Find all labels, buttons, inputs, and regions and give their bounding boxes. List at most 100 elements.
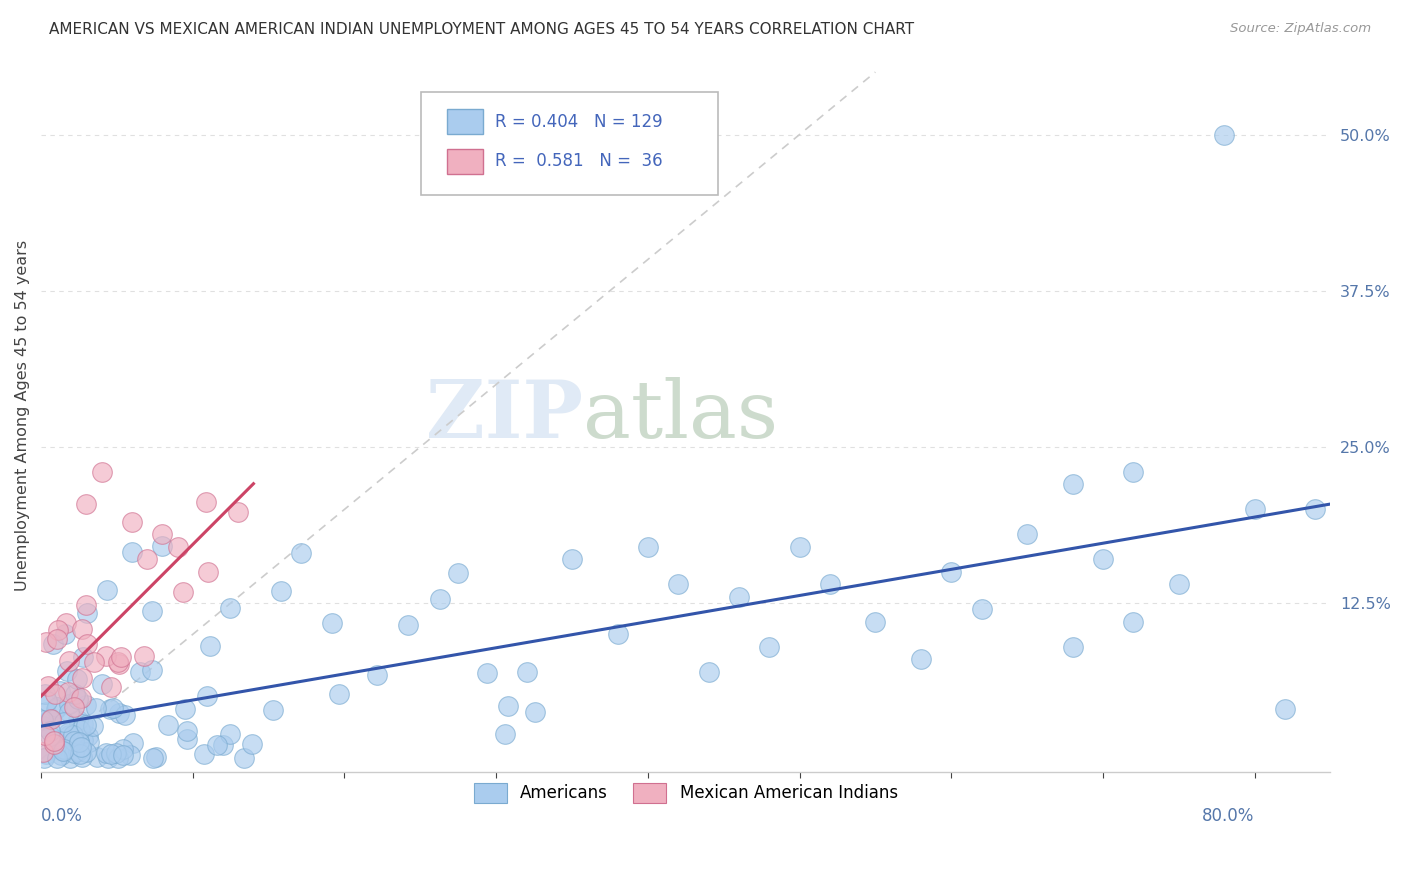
Point: [63, 747, 86, 761]
Point: [176, 723, 198, 738]
Point: [1274, 702, 1296, 716]
Point: [35, 747, 58, 761]
Point: [79, 735, 101, 749]
Point: [156, 718, 179, 732]
Point: [58, 654, 80, 668]
Point: [96, 648, 118, 663]
Point: [58, 697, 80, 711]
Point: [66, 713, 89, 727]
Point: [129, 665, 152, 679]
Point: [697, 665, 720, 679]
Text: 80.0%: 80.0%: [1202, 806, 1254, 825]
Point: [55, 664, 77, 678]
Point: [62, 734, 84, 748]
Point: [865, 615, 887, 629]
Point: [56, 725, 79, 739]
Point: [38, 729, 60, 743]
Point: [39, 712, 62, 726]
FancyBboxPatch shape: [447, 110, 484, 135]
Point: [114, 707, 136, 722]
Point: [38, 712, 60, 726]
Point: [75, 718, 97, 732]
Point: [429, 591, 451, 606]
Point: [69, 723, 91, 737]
Text: atlas: atlas: [582, 376, 778, 455]
Point: [477, 666, 499, 681]
Point: [42, 733, 65, 747]
Point: [121, 544, 143, 558]
Point: [100, 747, 122, 761]
Point: [72, 733, 94, 747]
Point: [516, 665, 538, 680]
Point: [176, 732, 198, 747]
Point: [122, 735, 145, 749]
Point: [233, 751, 256, 765]
Point: [82, 718, 104, 732]
Text: AMERICAN VS MEXICAN AMERICAN INDIAN UNEMPLOYMENT AMONG AGES 45 TO 54 YEARS CORRE: AMERICAN VS MEXICAN AMERICAN INDIAN UNEM…: [49, 22, 914, 37]
Point: [75, 598, 97, 612]
Point: [172, 585, 194, 599]
Point: [152, 527, 174, 541]
Point: [818, 577, 841, 591]
Point: [72, 650, 94, 665]
Point: [66, 672, 89, 686]
Point: [44, 687, 66, 701]
Point: [112, 742, 135, 756]
Point: [90, 465, 112, 479]
Text: 0.0%: 0.0%: [41, 806, 83, 825]
Point: [105, 747, 128, 761]
Point: [97, 751, 120, 765]
Point: [758, 640, 780, 654]
Point: [46, 623, 69, 637]
FancyBboxPatch shape: [447, 149, 484, 174]
Point: [219, 600, 242, 615]
Point: [240, 737, 263, 751]
Point: [219, 727, 242, 741]
Point: [262, 702, 284, 716]
Point: [34, 687, 56, 701]
Point: [51, 742, 73, 756]
Point: [63, 700, 86, 714]
Point: [65, 733, 87, 747]
Point: [524, 705, 547, 719]
Point: [366, 668, 388, 682]
Point: [72, 717, 94, 731]
Point: [31, 719, 53, 733]
Point: [75, 698, 97, 713]
Point: [970, 602, 993, 616]
Point: [108, 657, 131, 671]
Y-axis label: Unemployment Among Ages 45 to 54 years: Unemployment Among Ages 45 to 54 years: [15, 240, 30, 591]
Point: [110, 650, 132, 665]
Point: [166, 540, 188, 554]
Point: [58, 728, 80, 742]
Point: [121, 515, 143, 529]
Point: [45, 702, 67, 716]
Point: [44, 732, 66, 747]
Point: [98, 702, 121, 716]
Point: [53, 744, 76, 758]
Text: R =  0.581   N =  36: R = 0.581 N = 36: [495, 153, 662, 170]
Point: [910, 652, 932, 666]
Point: [32, 745, 55, 759]
Point: [66, 744, 89, 758]
Point: [290, 545, 312, 559]
Point: [727, 590, 749, 604]
Point: [53, 627, 76, 641]
Point: [1062, 640, 1084, 654]
Point: [83, 655, 105, 669]
Point: [1091, 552, 1114, 566]
Point: [58, 705, 80, 719]
Point: [45, 632, 67, 647]
Point: [62, 729, 84, 743]
Point: [1122, 465, 1144, 479]
FancyBboxPatch shape: [422, 92, 718, 195]
Point: [328, 687, 350, 701]
Point: [136, 552, 159, 566]
Text: ZIP: ZIP: [426, 376, 582, 455]
Point: [941, 565, 963, 579]
Point: [141, 664, 163, 678]
Point: [446, 566, 468, 580]
Point: [789, 540, 811, 554]
Point: [321, 615, 343, 630]
Point: [67, 735, 90, 749]
